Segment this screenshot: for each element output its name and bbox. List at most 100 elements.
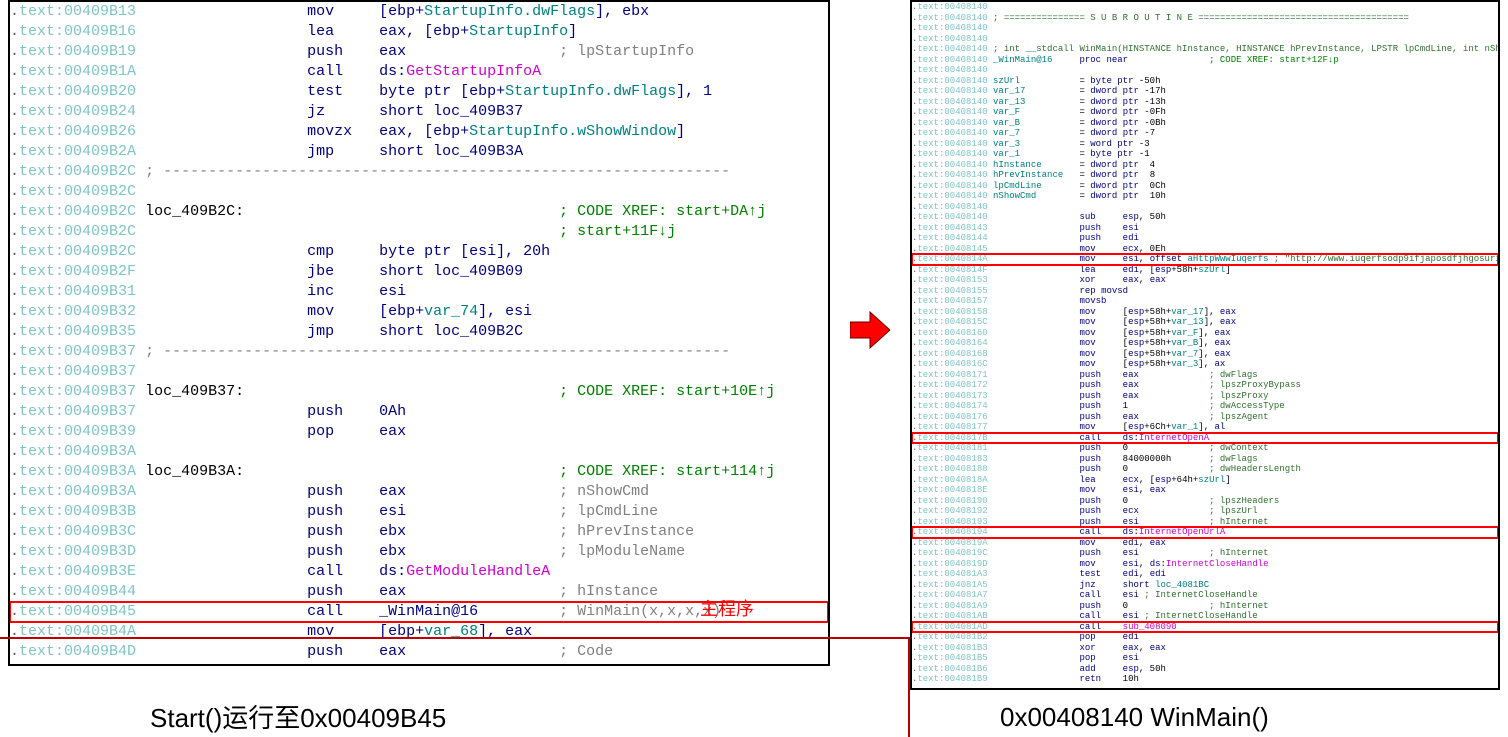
disasm-line: .text:00408140 var_7 = dword ptr -7 [912, 128, 1498, 139]
main-annotation: 主程序 [700, 595, 754, 621]
disasm-line: .text:00408140 [912, 2, 1498, 13]
disasm-line: .text:00409B2C loc_409B2C: ; CODE XREF: … [10, 202, 828, 222]
disasm-line: .text:00409B20 test byte ptr [ebp+Startu… [10, 82, 828, 102]
disasm-line: .text:00409B35 jmp short loc_409B2C [10, 322, 828, 342]
disasm-line: .text:00408140 ; int __stdcall WinMain(H… [912, 44, 1498, 55]
disasm-line: .text:00408140 [912, 65, 1498, 76]
caption-right: 0x00408140 WinMain() [1000, 702, 1269, 733]
disasm-line: .text:0040815C mov [esp+58h+var_13], eax [912, 317, 1498, 328]
disasm-line: .text:004081AB call esi ; InternetCloseH… [912, 611, 1498, 622]
disasm-line: .text:004081B5 pop esi [912, 653, 1498, 664]
disasm-line: .text:00409B32 mov [ebp+var_74], esi [10, 302, 828, 322]
disasm-line: .text:00409B37 [10, 362, 828, 382]
disasm-line: .text:00409B3C push ebx ; hPrevInstance [10, 522, 828, 542]
disasm-line: .text:00408143 push esi [912, 223, 1498, 234]
disasm-line: .text:00408164 mov [esp+58h+var_B], eax [912, 338, 1498, 349]
disasm-line: .text:00409B13 mov [ebp+StartupInfo.dwFl… [10, 2, 828, 22]
disasm-line: .text:00408140 szUrl = byte ptr -50h [912, 76, 1498, 87]
disasm-line: .text:00409B2C ; start+11F↓j [10, 222, 828, 242]
disasm-line: .text:00408176 push eax ; lpszAgent [912, 412, 1498, 423]
disasm-line: .text:004081B2 pop edi [912, 632, 1498, 643]
disasm-line: .text:00408157 movsb [912, 296, 1498, 307]
disasm-line: .text:00409B39 pop eax [10, 422, 828, 442]
disasm-line: .text:00408140 [912, 34, 1498, 45]
disasm-line: .text:00409B2A jmp short loc_409B3A [10, 142, 828, 162]
disasm-line: .text:0040819A mov edi, eax [912, 538, 1498, 549]
disasm-line: .text:00408140 var_1 = byte ptr -1 [912, 149, 1498, 160]
disasm-line: .text:00408140 var_17 = dword ptr -17h [912, 86, 1498, 97]
disasm-line: .text:00408140 hPrevInstance = dword ptr… [912, 170, 1498, 181]
disasm-line: .text:004081B3 xor eax, eax [912, 643, 1498, 654]
disasm-line: .text:00408140 nShowCmd = dword ptr 10h [912, 191, 1498, 202]
disasm-line: .text:00408190 push 0 ; lpszHeaders [912, 496, 1498, 507]
disasm-line: .text:00409B2C [10, 182, 828, 202]
disasm-line: .text:00408153 xor eax, eax [912, 275, 1498, 286]
disasm-line: .text:00409B37 loc_409B37: ; CODE XREF: … [10, 382, 828, 402]
disasm-line: .text:0040814F lea edi, [esp+58h+szUrl] [912, 265, 1498, 276]
disasm-line: .text:0040814A mov esi, offset aHttpWwwI… [912, 254, 1498, 265]
disasm-line: .text:004081A9 push 0 ; hInternet [912, 601, 1498, 612]
disasm-line: .text:00409B2F jbe short loc_409B09 [10, 262, 828, 282]
disasm-line: .text:00408168 mov [esp+58h+var_7], eax [912, 349, 1498, 360]
disasm-line: .text:00408140 lpCmdLine = dword ptr 0Ch [912, 181, 1498, 192]
disasm-line: .text:00409B3E call ds:GetModuleHandleA [10, 562, 828, 582]
disasm-line: .text:00409B2C ; -----------------------… [10, 162, 828, 182]
disasm-line: .text:0040818E mov esi, eax [912, 485, 1498, 496]
disasm-line: .text:00409B37 push 0Ah [10, 402, 828, 422]
disasm-line: .text:00408140 [912, 23, 1498, 34]
disasm-line: .text:004081A7 call esi ; InternetCloseH… [912, 590, 1498, 601]
disasm-line: .text:00408183 push 84000000h ; dwFlags [912, 454, 1498, 465]
disasm-line: .text:00408194 call ds:InternetOpenUrlA [912, 527, 1498, 538]
disasm-line: .text:00408144 push edi [912, 233, 1498, 244]
disasm-line: .text:00408177 mov [esp+6Ch+var_1], al [912, 422, 1498, 433]
disasm-line: .text:00408173 push eax ; lpszProxy [912, 391, 1498, 402]
disasm-line: .text:00409B3A push eax ; nShowCmd [10, 482, 828, 502]
disasm-line: .text:004081AD call sub_408090 [912, 622, 1498, 633]
disasm-line: .text:004081A3 test edi, edi [912, 569, 1498, 580]
disasm-line: .text:00408140 var_F = dword ptr -0Fh [912, 107, 1498, 118]
disasm-line: .text:00409B16 lea eax, [ebp+StartupInfo… [10, 22, 828, 42]
disasm-line: .text:00409B37 ; -----------------------… [10, 342, 828, 362]
disasm-line: .text:00408158 mov [esp+58h+var_17], eax [912, 307, 1498, 318]
disasm-line: .text:00408181 push 0 ; dwContext [912, 443, 1498, 454]
disasm-line: .text:00408140 ; =============== S U B R… [912, 13, 1498, 24]
disasm-line: .text:00408174 push 1 ; dwAccessType [912, 401, 1498, 412]
disasm-line: .text:00409B4E call ds:exit [10, 662, 828, 666]
disasm-line: .text:00408192 push ecx ; lpszUrl [912, 506, 1498, 517]
disasm-line: .text:00408140 sub esp, 50h [912, 212, 1498, 223]
disasm-line: .text:00408140 var_3 = word ptr -3 [912, 139, 1498, 150]
disasm-line: .text:0040819D mov esi, ds:InternetClose… [912, 559, 1498, 570]
disasm-line: .text:0040817B call ds:InternetOpenA [912, 433, 1498, 444]
disasm-line: .text:0040816C mov [esp+58h+var_3], ax [912, 359, 1498, 370]
disasm-line: .text:00408171 push eax ; dwFlags [912, 370, 1498, 381]
disasm-line: .text:004081B6 add esp, 50h [912, 664, 1498, 675]
disasm-line: .text:00408188 push 0 ; dwHeadersLength [912, 464, 1498, 475]
disasm-line: .text:0040818A lea ecx, [esp+64h+szUrl] [912, 475, 1498, 486]
disasm-line: .text:00408145 mov ecx, 0Eh [912, 244, 1498, 255]
disasm-line: .text:00409B1A call ds:GetStartupInfoA [10, 62, 828, 82]
disasm-line: .text:00409B3A loc_409B3A: ; CODE XREF: … [10, 462, 828, 482]
disasm-line: .text:00409B31 inc esi [10, 282, 828, 302]
disasm-line: .text:00408140 hInstance = dword ptr 4 [912, 160, 1498, 171]
disasm-line: .text:00408172 push eax ; lpszProxyBypas… [912, 380, 1498, 391]
disasm-line: .text:004081B9 retn 10h [912, 674, 1498, 685]
disasm-line: .text:004081A5 jnz short loc_4081BC [912, 580, 1498, 591]
disasm-line: .text:0040819C push esi ; hInternet [912, 548, 1498, 559]
disasm-line: .text:00409B3D push ebx ; lpModuleName [10, 542, 828, 562]
disasm-line: .text:00409B3A [10, 442, 828, 462]
disasm-line: .text:00408140 _WinMain@16 proc near ; C… [912, 55, 1498, 66]
disasm-line: .text:00408140 [912, 202, 1498, 213]
right-disasm-panel: .text:00408140.text:00408140 ; =========… [910, 0, 1500, 690]
caption-left: Start()运行至0x00409B45 [150, 698, 446, 735]
disasm-line: .text:00409B4D push eax ; Code [10, 642, 828, 662]
disasm-line: .text:00409B3B push esi ; lpCmdLine [10, 502, 828, 522]
arrow-icon [850, 310, 890, 350]
disasm-line: .text:00408155 rep movsd [912, 286, 1498, 297]
disasm-line: .text:00409B4A mov [ebp+var_68], eax [10, 622, 828, 642]
disasm-line: .text:00408160 mov [esp+58h+var_F], eax [912, 328, 1498, 339]
disasm-line: .text:00409B19 push eax ; lpStartupInfo [10, 42, 828, 62]
disasm-line: .text:00409B2C cmp byte ptr [esi], 20h [10, 242, 828, 262]
disasm-line: .text:00408140 var_13 = dword ptr -13h [912, 97, 1498, 108]
disasm-line: .text:00409B24 jz short loc_409B37 [10, 102, 828, 122]
disasm-line: .text:00408140 var_B = dword ptr -0Bh [912, 118, 1498, 129]
